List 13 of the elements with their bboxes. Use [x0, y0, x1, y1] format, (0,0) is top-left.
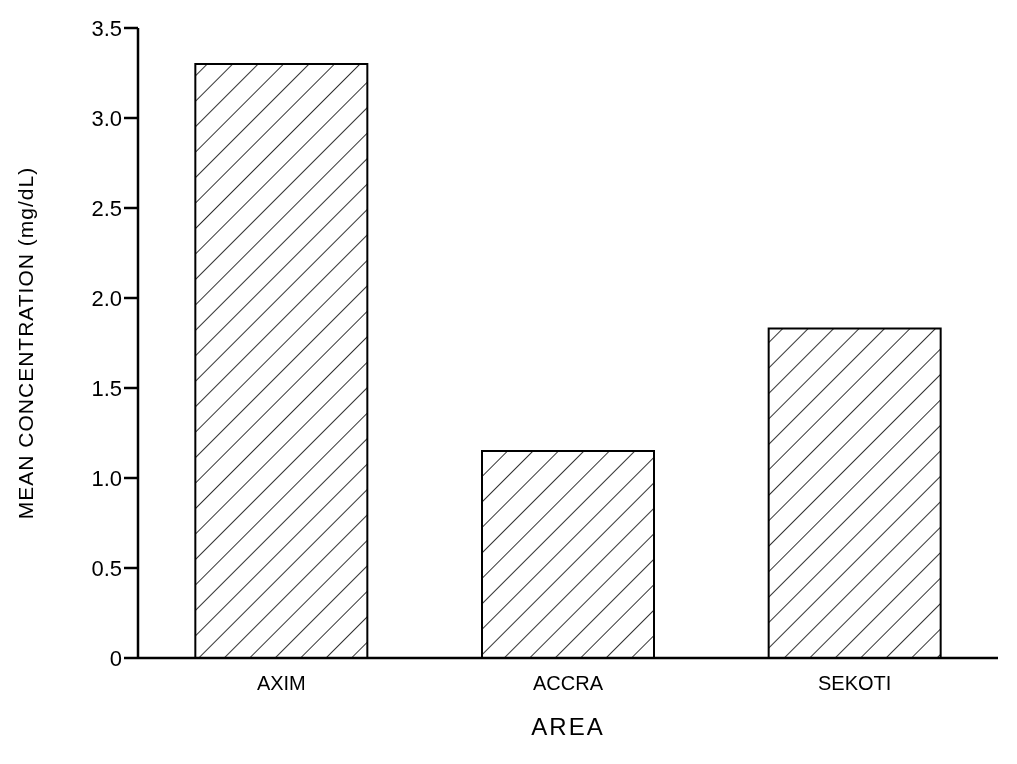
x-tick-label: SEKOTI [817, 672, 892, 695]
x-tick-label: ACCRA [532, 672, 604, 695]
y-tick-label: 0.5 [91, 555, 122, 581]
x-tick-label: AXIM [256, 672, 306, 695]
y-tick-label: 2.5 [91, 195, 122, 221]
y-tick-label: 3.5 [91, 15, 122, 41]
y-tick-label: 3.0 [91, 105, 122, 131]
y-tick-label: 1.5 [91, 375, 122, 401]
y-tick-label: 1.0 [91, 465, 122, 491]
y-tick-label: 0 [109, 645, 122, 671]
y-tick-label: 2.0 [91, 285, 122, 311]
y-axis-title: MEAN CONCENTRATION (mg/dL) [14, 166, 38, 520]
x-axis-title: AREA [531, 713, 605, 740]
